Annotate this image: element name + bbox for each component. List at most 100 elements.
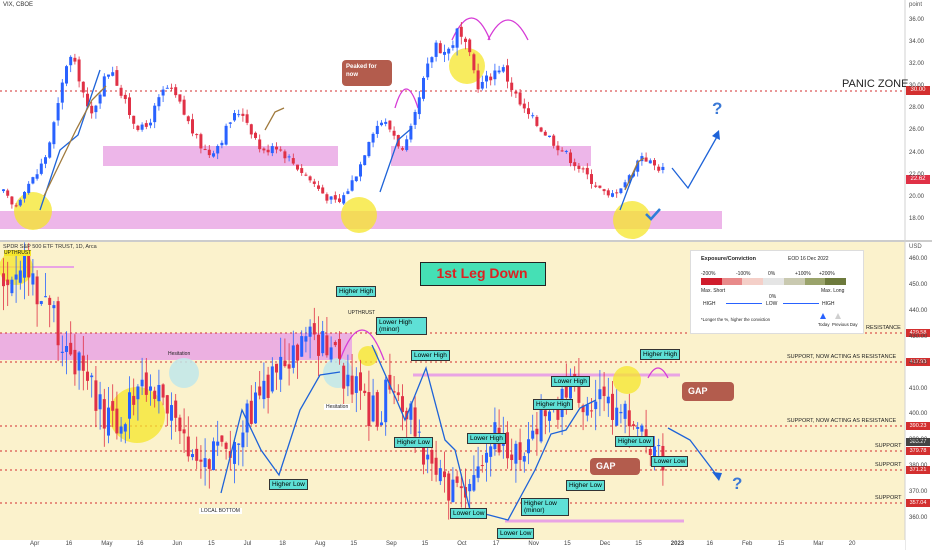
vix-candle-49: [207, 149, 211, 156]
spy-candle-22: [94, 380, 98, 411]
vix-candle-69: [291, 158, 295, 164]
vix-candle-120: [506, 65, 509, 82]
spy-candle-53: [224, 442, 228, 449]
tag-support-3: 357.04: [906, 499, 930, 507]
legend-arrow-line-right: [783, 303, 819, 304]
spy-arrowhead-1: [712, 472, 722, 481]
vix-candle-153: [644, 157, 648, 162]
spy-candle-20: [86, 371, 89, 381]
vix-candle-85: [359, 164, 362, 177]
spy-candle-98: [413, 407, 417, 437]
vix-circle-3: [449, 48, 485, 84]
vix-candle-67: [283, 151, 287, 159]
spy-candle-76: [321, 331, 325, 354]
spy-candle-121: [510, 454, 514, 461]
vix-candle-97: [409, 125, 413, 140]
spy-candle-60: [254, 392, 257, 424]
vix-candle-64: [270, 146, 274, 154]
tag-support-1: 379.78: [906, 447, 930, 455]
spy-question-mark: ?: [732, 474, 743, 493]
vix-candle-36: [153, 105, 157, 123]
legend-arrow-line-left: [726, 303, 762, 304]
vix-candle-6: [27, 183, 31, 193]
vix-candle-17: [73, 57, 77, 62]
spy-candle-71: [300, 336, 304, 357]
vix-candle-32: [136, 125, 140, 130]
vix-candle-111: [468, 39, 472, 53]
legend-zero-mid: 0%: [769, 294, 777, 300]
spy-candle-82: [346, 374, 350, 387]
vix-candle-107: [451, 45, 455, 48]
vix-candle-96: [405, 139, 409, 151]
vix-candle-117: [493, 70, 497, 80]
x-tick-13: 17: [492, 541, 500, 547]
vix-candle-24: [102, 76, 106, 97]
vix-candle-89: [375, 125, 379, 134]
spy-candle-40: [170, 405, 173, 421]
spy-y-tick-0: 460.00: [909, 256, 928, 262]
spy-candle-9: [39, 301, 43, 304]
vix-candle-152: [640, 156, 644, 162]
spy-candle-42: [178, 417, 182, 432]
spy-candle-13: [56, 301, 60, 346]
vix-candle-11: [48, 142, 52, 158]
vix-candle-110: [464, 38, 467, 42]
vix-candle-116: [489, 76, 493, 81]
vix-candle-15: [65, 66, 68, 84]
spy-candle-134: [564, 383, 568, 398]
legend-seg-5: [783, 278, 805, 285]
vix-candle-151: [636, 160, 640, 172]
top-arcs: [339, 17, 669, 379]
spy-candle-146: [615, 407, 619, 426]
spy-candle-89: [375, 392, 379, 427]
legend-bar: [701, 278, 847, 285]
spy-candle-66: [279, 356, 283, 380]
ann-higher-high-1: Higher High: [336, 286, 377, 297]
spy-candle-109: [459, 486, 463, 489]
vix-candle-121: [510, 82, 514, 91]
vix-candle-133: [560, 150, 564, 152]
spy-candle-75: [317, 334, 320, 356]
hesitation-circle-1: [169, 358, 199, 388]
spy-y-tick-6: 400.00: [909, 411, 928, 418]
vix-candle-141: [594, 185, 598, 187]
vix-candle-22: [94, 105, 98, 113]
vix-candle-58: [245, 114, 249, 123]
x-tick-5: 15: [208, 541, 215, 547]
vix-candle-29: [123, 94, 127, 100]
spy-candle-81: [342, 365, 346, 389]
vix-candle-9: [39, 163, 43, 174]
vix-candle-60: [254, 132, 257, 138]
label-sr2: SUPPORT, NOW ACTING AS RESISTANCE: [787, 418, 897, 424]
vix-y-tick-3: 30.00: [909, 83, 925, 90]
legend-previous-icon: [835, 313, 841, 319]
vix-candle-8: [35, 174, 39, 179]
vix-brown-lines: [43, 85, 645, 197]
spy-candle-57: [241, 432, 245, 448]
ann-higher-high-2: Higher High: [533, 399, 574, 410]
legend-scale-0: -200%: [701, 271, 716, 277]
vix-candle-134: [564, 150, 568, 152]
spy-candle-156: [657, 445, 661, 447]
spy-candle-50: [212, 441, 215, 471]
x-tick-7: 18: [279, 541, 286, 547]
peaked-callout-text: Peaked for now: [346, 64, 377, 78]
spy-candle-103: [434, 457, 438, 475]
spy-candle-7: [31, 273, 35, 285]
vix-candle-37: [157, 97, 161, 107]
spy-candle-102: [430, 449, 434, 464]
vix-y-tick-7: 22.00: [909, 171, 925, 178]
vix-y-tick-9: 18.00: [909, 216, 925, 223]
tag-last: 383.27: [906, 438, 930, 446]
spy-candle-5: [23, 254, 26, 278]
x-tick-21: 15: [777, 541, 785, 547]
vix-candle-18: [77, 59, 81, 82]
vix-candle-57: [241, 113, 245, 116]
vix-candle-157: [661, 166, 665, 171]
gap-box-1-text: GAP: [688, 386, 708, 396]
spy-candle-106: [447, 473, 451, 501]
vix-candle-33: [140, 124, 144, 130]
spy-candle-17: [73, 349, 77, 375]
spy-candle-77: [325, 335, 329, 356]
spy-candle-55: [233, 442, 236, 464]
